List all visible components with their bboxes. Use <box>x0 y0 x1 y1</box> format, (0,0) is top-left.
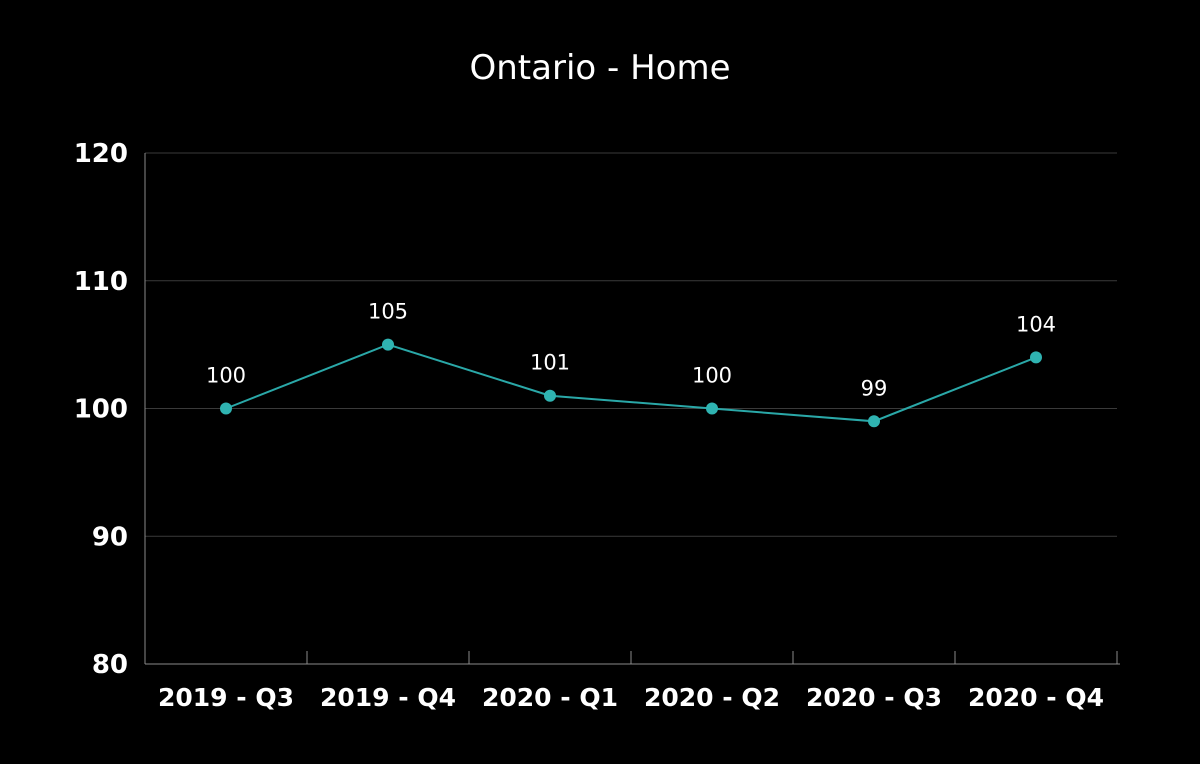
y-tick-label: 100 <box>74 395 128 425</box>
grid-lines <box>145 152 1117 537</box>
data-label: 100 <box>692 364 732 388</box>
series-line-path <box>225 343 1037 423</box>
x-tick-labels: 2019 - Q3 2019 - Q4 2020 - Q1 2020 - Q2 2020… <box>158 683 1104 712</box>
data-point <box>1030 351 1042 364</box>
y-tick-label: 90 <box>92 522 128 552</box>
y-tick-labels: 120 110 100 90 80 <box>74 139 128 680</box>
x-tick-label: 2020 - Q3 <box>806 683 942 712</box>
data-point <box>220 402 232 415</box>
y-tick-label: 80 <box>92 650 128 680</box>
data-point <box>706 402 718 415</box>
axes <box>144 153 1120 665</box>
data-point <box>544 389 556 402</box>
data-label: 100 <box>206 364 246 388</box>
y-tick-label: 120 <box>74 139 128 169</box>
data-labels: 100 105 101 100 99 104 <box>206 300 1056 401</box>
x-tick-label: 2020 - Q1 <box>482 683 618 712</box>
data-label: 99 <box>861 376 888 400</box>
x-tick-label: 2019 - Q3 <box>158 683 294 712</box>
data-points <box>220 338 1042 428</box>
chart-title: Ontario - Home <box>470 48 731 88</box>
data-point <box>868 415 880 428</box>
x-tick-label: 2019 - Q4 <box>320 683 456 712</box>
series-line <box>225 343 1037 423</box>
y-tick-label: 110 <box>74 267 128 297</box>
x-tick-label: 2020 - Q2 <box>644 683 780 712</box>
data-point <box>382 338 394 351</box>
data-label: 104 <box>1016 312 1056 336</box>
data-label: 101 <box>530 351 570 375</box>
data-label: 105 <box>368 300 408 324</box>
x-tick-label: 2020 - Q4 <box>968 683 1104 712</box>
